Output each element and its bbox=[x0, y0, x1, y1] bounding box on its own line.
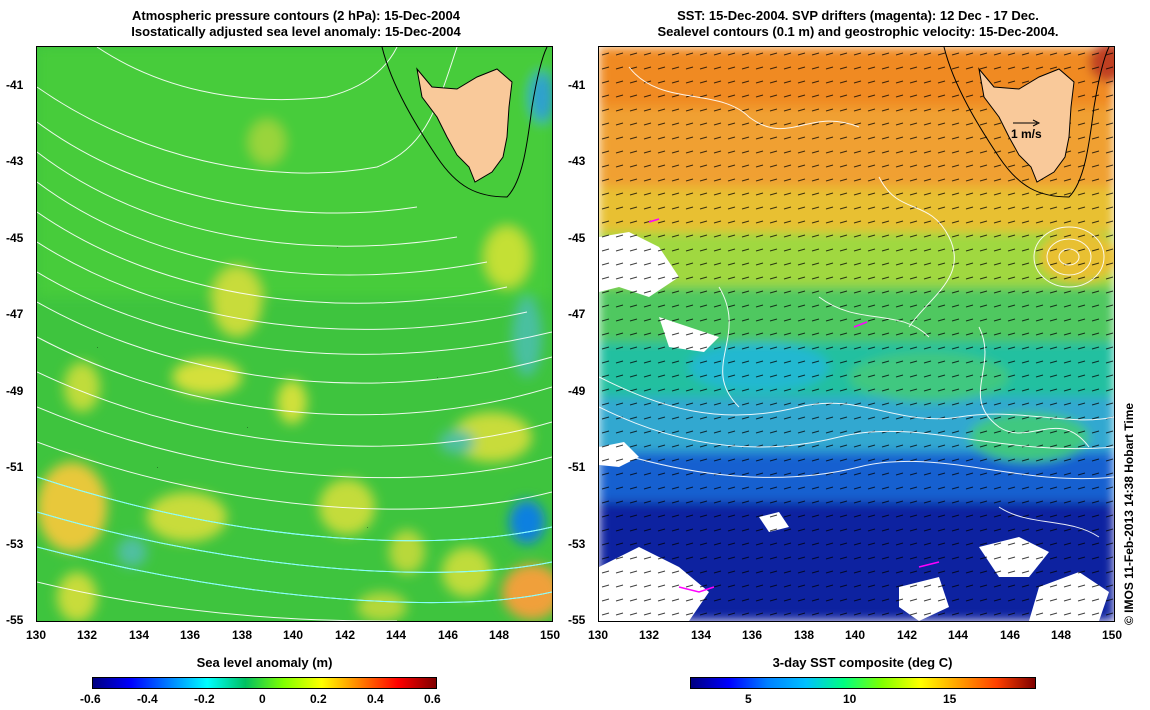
y-tick: -51 bbox=[568, 460, 586, 474]
colorbar-tick: -0.6 bbox=[80, 692, 101, 706]
colorbar-tick: 0.4 bbox=[367, 692, 384, 706]
coastline-shelf-right bbox=[943, 47, 1110, 198]
right-title-line2: Sealevel contours (0.1 m) and geostrophi… bbox=[657, 24, 1059, 39]
sst-map-graphic bbox=[599, 47, 1114, 621]
x-tick: 138 bbox=[232, 628, 253, 642]
coastline-shelf bbox=[381, 47, 548, 198]
sealevel-contours bbox=[599, 66, 1114, 538]
right-colorbar-label: 3-day SST composite (deg C) bbox=[772, 655, 953, 670]
x-tick: 150 bbox=[540, 628, 561, 642]
sea-level-map-graphic bbox=[37, 47, 552, 621]
left-colorbar-label: Sea level anomaly (m) bbox=[196, 655, 333, 670]
y-tick: -45 bbox=[568, 231, 586, 245]
left-title: Atmospheric pressure contours (2 hPa): 1… bbox=[36, 8, 556, 40]
tasmania-land-right bbox=[978, 67, 1075, 183]
colorbar-tick: 15 bbox=[943, 692, 957, 706]
x-tick: 142 bbox=[335, 628, 356, 642]
credit-text: © IMOS 11-Feb-2013 14:38 Hobart Time bbox=[1122, 402, 1136, 625]
colorbar-tick: 0.2 bbox=[310, 692, 327, 706]
y-tick: -41 bbox=[6, 78, 24, 92]
x-tick: 134 bbox=[129, 628, 150, 642]
velocity-scale-arrowhead bbox=[1032, 119, 1041, 127]
colorbar-tick: 5 bbox=[745, 692, 752, 706]
x-tick: 140 bbox=[845, 628, 866, 642]
drifter-tracks bbox=[648, 218, 940, 593]
left-title-line2: Isostatically adjusted sea level anomaly… bbox=[131, 24, 461, 39]
pressure-contours-low bbox=[37, 476, 552, 604]
x-tick: 148 bbox=[1051, 628, 1072, 642]
speckle-dots bbox=[97, 247, 438, 528]
y-tick: -49 bbox=[6, 384, 24, 398]
sst-map: 1 m/s bbox=[598, 46, 1115, 622]
x-tick: 130 bbox=[588, 628, 609, 642]
sea-level-map bbox=[36, 46, 553, 622]
y-tick: -43 bbox=[568, 154, 586, 168]
x-tick: 138 bbox=[794, 628, 815, 642]
x-tick: 132 bbox=[77, 628, 98, 642]
y-tick: -55 bbox=[568, 613, 586, 627]
x-tick: 134 bbox=[691, 628, 712, 642]
y-tick: -43 bbox=[6, 154, 24, 168]
x-tick: 144 bbox=[386, 628, 407, 642]
colorbar-tick: 0 bbox=[259, 692, 266, 706]
x-tick: 142 bbox=[897, 628, 918, 642]
colorbar-tick: 0.6 bbox=[424, 692, 441, 706]
x-tick: 144 bbox=[948, 628, 969, 642]
right-title-line1: SST: 15-Dec-2004. SVP drifters (magenta)… bbox=[677, 8, 1039, 23]
x-tick: 132 bbox=[639, 628, 660, 642]
sea-level-colorbar bbox=[92, 677, 437, 689]
y-tick: -47 bbox=[6, 307, 24, 321]
x-tick: 146 bbox=[438, 628, 459, 642]
y-tick: -53 bbox=[568, 537, 586, 551]
x-tick: 130 bbox=[26, 628, 47, 642]
colorbar-tick: 10 bbox=[843, 692, 857, 706]
y-tick: -51 bbox=[6, 460, 24, 474]
sst-colorbar bbox=[690, 677, 1036, 689]
x-tick: 146 bbox=[1000, 628, 1021, 642]
x-tick: 136 bbox=[742, 628, 763, 642]
tasmania-land bbox=[416, 67, 513, 183]
x-tick: 150 bbox=[1102, 628, 1123, 642]
y-tick: -45 bbox=[6, 231, 24, 245]
y-tick: -49 bbox=[568, 384, 586, 398]
right-title: SST: 15-Dec-2004. SVP drifters (magenta)… bbox=[598, 8, 1118, 40]
colorbar-tick: -0.4 bbox=[137, 692, 158, 706]
left-title-line1: Atmospheric pressure contours (2 hPa): 1… bbox=[132, 8, 460, 23]
y-tick: -41 bbox=[568, 78, 586, 92]
x-tick: 140 bbox=[283, 628, 304, 642]
y-tick: -47 bbox=[568, 307, 586, 321]
x-tick: 136 bbox=[180, 628, 201, 642]
y-tick: -55 bbox=[6, 613, 24, 627]
x-tick: 148 bbox=[489, 628, 510, 642]
colorbar-tick: -0.2 bbox=[194, 692, 215, 706]
y-tick: -53 bbox=[6, 537, 24, 551]
velocity-scale-label: 1 m/s bbox=[1011, 127, 1042, 141]
